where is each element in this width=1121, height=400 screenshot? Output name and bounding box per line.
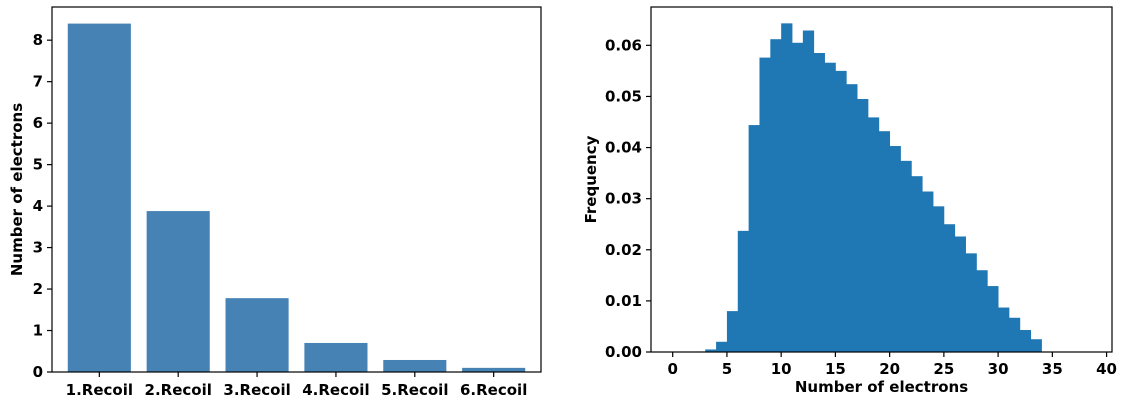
bar-chart-recoils: 0 1 2 3 4 5 6 7 8 1.Recoil 2.Recoil 3.Recoil 4.Recoi… (8, 6, 542, 399)
y-tick-label: 3 (33, 239, 43, 257)
x-tick-label: 30 (988, 360, 1009, 378)
x-tick-label: 40 (1096, 360, 1117, 378)
histogram-bar (867, 117, 880, 353)
y-tick-label: 0.04 (605, 139, 642, 157)
histogram-bar (1008, 317, 1021, 352)
x-tick-label: 6.Recoil (460, 381, 527, 399)
y-tick-label: 0.02 (605, 241, 642, 259)
x-tick-label: 35 (1042, 360, 1063, 378)
x-tick-label: 4.Recoil (302, 381, 369, 399)
histogram-bar (759, 57, 771, 352)
histogram-bar (835, 70, 847, 352)
x-tick-label: 5.Recoil (381, 381, 448, 399)
x-tick-label: 15 (825, 360, 846, 378)
y-tick-label: 8 (33, 31, 43, 49)
y-tick-label: 0.01 (605, 292, 642, 310)
x-tick-label: 25 (933, 360, 954, 378)
histogram-bar (878, 131, 891, 352)
y-tick-label: 0.03 (605, 190, 642, 208)
y-tick-label: 4 (33, 197, 43, 215)
histogram-bar (1019, 330, 1032, 352)
bar (304, 342, 368, 372)
bar (383, 359, 447, 372)
histogram-bar (813, 53, 825, 352)
histogram-bar (737, 230, 750, 352)
histogram-bar (889, 146, 901, 352)
y-tick-label: 0 (33, 363, 43, 381)
x-tick-label: 10 (771, 360, 792, 378)
histogram-bar (748, 125, 760, 352)
histogram-bar (770, 39, 782, 352)
plot-frame (51, 6, 542, 373)
histogram-bar (716, 341, 728, 352)
bar (67, 23, 131, 372)
bar (462, 367, 526, 372)
y-tick-label: 2 (33, 280, 43, 298)
histogram-bar (965, 253, 977, 352)
y-axis-label: Number of electrons (8, 103, 26, 276)
histogram-bar (1030, 339, 1042, 352)
histogram-bar (976, 270, 988, 352)
histogram-bar (987, 286, 999, 352)
x-tick-label: 20 (879, 360, 900, 378)
y-tick-label: 7 (33, 73, 43, 91)
y-tick-label: 1 (33, 322, 43, 340)
y-axis-label: Frequency (582, 135, 600, 223)
histogram-bar (998, 307, 1010, 352)
histogram-bar (705, 349, 717, 352)
histogram-bar (954, 236, 966, 352)
histogram-bar (900, 160, 912, 352)
histogram-bar (824, 62, 836, 352)
histogram-bar (922, 191, 934, 352)
histogram-bar (792, 42, 804, 353)
x-tick-label: 0 (667, 360, 677, 378)
y-tick-label: 0.05 (605, 87, 642, 105)
histogram-bar (911, 176, 923, 352)
y-tick-label: 6 (33, 114, 43, 132)
x-tick-label: 1.Recoil (66, 381, 133, 399)
plot-frame (650, 6, 1113, 353)
histogram-bar (857, 99, 869, 352)
histogram-bar (943, 224, 956, 352)
x-axis-label: Number of electrons (795, 378, 968, 396)
x-tick-label: 5 (722, 360, 732, 378)
x-tick-label: 3.Recoil (223, 381, 290, 399)
histogram-electrons: 0.00 0.01 0.02 0.03 0.04 0.05 0.06 0 5 10 15 20 25 30… (582, 6, 1117, 396)
y-tick-label: 5 (33, 156, 43, 174)
x-tick-label: 2.Recoil (145, 381, 212, 399)
y-tick-label: 0.00 (605, 343, 642, 361)
histogram-bar (933, 206, 945, 352)
histogram-bar (802, 30, 815, 353)
histogram-bar (726, 311, 739, 352)
y-tick-label: 0.06 (605, 36, 642, 54)
bar (225, 298, 289, 372)
histogram-bar (781, 23, 793, 352)
bar (146, 211, 210, 372)
histogram-bar (846, 84, 858, 352)
